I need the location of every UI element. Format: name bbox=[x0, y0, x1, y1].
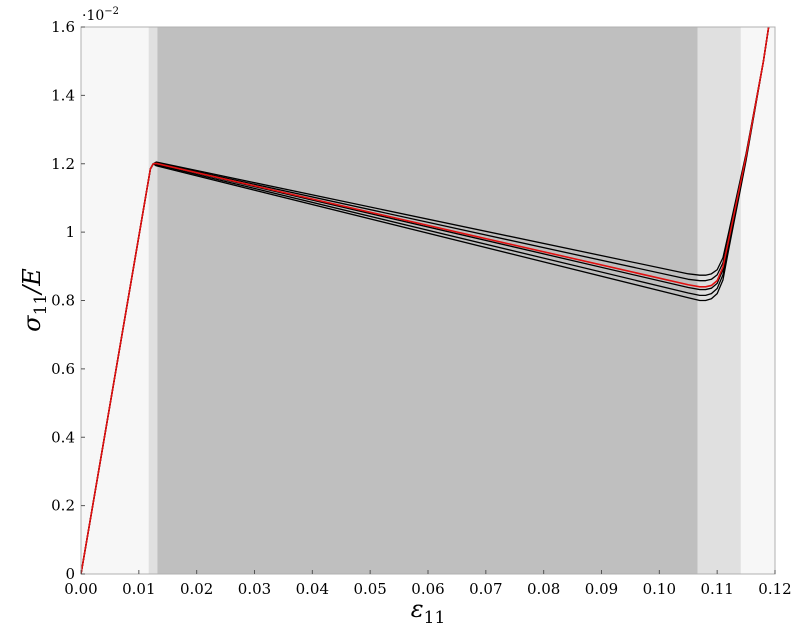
y-tick-label-7: 1.4 bbox=[51, 86, 75, 104]
y-multiplier: ·10−2 bbox=[82, 6, 119, 24]
x-tick-label-8: 0.08 bbox=[527, 580, 560, 598]
x-tick-label-1: 0.01 bbox=[122, 580, 155, 598]
background-band-4 bbox=[740, 27, 775, 574]
x-tick-label-5: 0.05 bbox=[353, 580, 386, 598]
y-tick-label-1: 0.2 bbox=[51, 497, 75, 515]
x-tick-label-3: 0.03 bbox=[238, 580, 271, 598]
x-tick-label-4: 0.04 bbox=[296, 580, 329, 598]
series-line-5 bbox=[81, 27, 770, 574]
y-multiplier-base: ·10 bbox=[82, 8, 104, 24]
y-axis-title: σ11/E bbox=[18, 268, 51, 332]
x-tick-label-12: 0.12 bbox=[758, 580, 791, 598]
x-tick-label-2: 0.02 bbox=[180, 580, 213, 598]
x-tick-label-11: 0.11 bbox=[700, 580, 733, 598]
x-tick-label-10: 0.10 bbox=[643, 580, 676, 598]
y-multiplier-exp: −2 bbox=[104, 6, 119, 17]
background-band-0 bbox=[81, 27, 149, 574]
y-tick-label-0: 0 bbox=[65, 565, 75, 583]
x-tick-label-9: 0.09 bbox=[585, 580, 618, 598]
curves-group bbox=[81, 27, 770, 574]
x-tick-label-0: 0.00 bbox=[64, 580, 97, 598]
x-tick-label-7: 0.07 bbox=[469, 580, 502, 598]
background-bands bbox=[81, 27, 775, 574]
x-axis-ticks: 0.00 0.01 0.02 0.03 0.04 0.05 0.06 0.07 0.08 0.09… bbox=[64, 570, 792, 598]
y-axis-ticks: 0 0.2 0.4 0.6 0.8 1 1.2 1.4 1.6 bbox=[51, 18, 85, 583]
background-band-1 bbox=[148, 27, 158, 574]
y-tick-label-5: 1 bbox=[65, 223, 75, 241]
y-tick-label-3: 0.6 bbox=[51, 360, 75, 378]
y-tick-label-4: 0.8 bbox=[51, 292, 75, 310]
y-tick-label-8: 1.6 bbox=[51, 18, 75, 36]
y-axis-symbol: σ bbox=[18, 315, 46, 332]
y-axis-subscript: 11 bbox=[31, 294, 51, 316]
x-axis-title: ε11 bbox=[411, 595, 446, 628]
x-axis-subscript: 11 bbox=[424, 608, 446, 628]
background-band-2 bbox=[157, 27, 698, 574]
x-tick-label-6: 0.06 bbox=[411, 580, 444, 598]
y-tick-label-2: 0.4 bbox=[51, 428, 75, 446]
x-axis-symbol: ε bbox=[411, 595, 424, 623]
y-axis-rest: /E bbox=[18, 268, 46, 296]
y-tick-label-6: 1.2 bbox=[51, 155, 75, 173]
